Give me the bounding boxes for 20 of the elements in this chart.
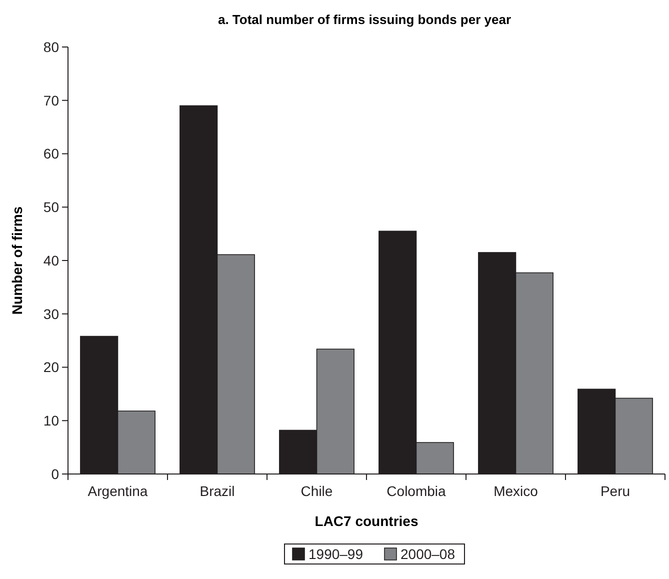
legend-label: 2000–08 — [400, 546, 456, 562]
y-tick-label: 0 — [51, 466, 60, 482]
y-tick-label: 60 — [43, 146, 60, 162]
legend-label: 1990–99 — [308, 546, 364, 562]
x-tick-label: Chile — [300, 483, 333, 499]
y-axis-title: Number of firms — [9, 206, 25, 315]
x-tick-label: Peru — [600, 483, 630, 499]
x-tick-label: Brazil — [200, 483, 235, 499]
y-tick-label: 10 — [43, 412, 60, 429]
chart-title: a. Total number of firms issuing bonds per year — [218, 12, 512, 27]
y-tick-label: 50 — [43, 199, 60, 216]
x-tick-label: Colombia — [386, 483, 446, 499]
y-tick-label: 80 — [43, 38, 60, 55]
x-axis-title: LAC7 countries — [314, 513, 418, 529]
y-tick-label: 40 — [43, 252, 60, 268]
x-tick-label: Argentina — [88, 483, 148, 499]
y-tick-label: 20 — [43, 359, 60, 376]
x-tick-label: Mexico — [494, 483, 538, 499]
y-tick-label: 70 — [43, 92, 60, 108]
y-tick-label: 30 — [43, 306, 60, 322]
